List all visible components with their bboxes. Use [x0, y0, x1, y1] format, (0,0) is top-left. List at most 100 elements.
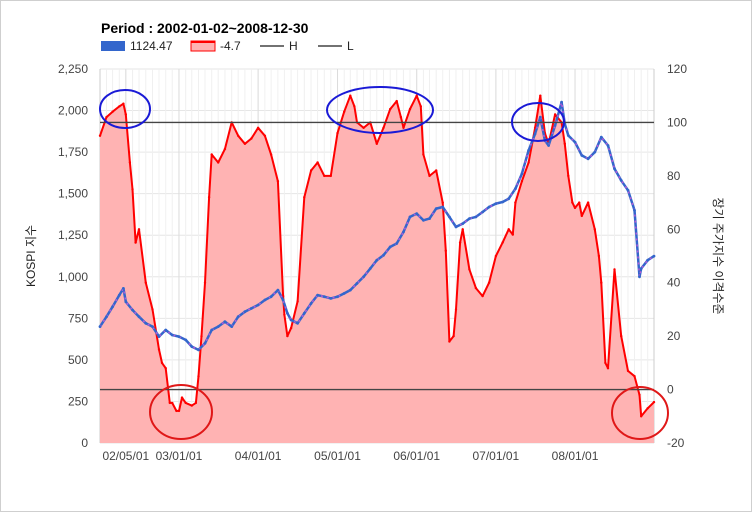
data-point-deviation — [289, 326, 293, 330]
y2-tick-label: 20 — [667, 329, 681, 343]
data-point-kospi — [580, 154, 584, 157]
data-point-kospi — [184, 338, 188, 342]
y-tick-label: 0 — [81, 436, 88, 450]
data-point-kospi — [646, 258, 650, 262]
highlight-ellipses — [99, 86, 669, 440]
y2-tick-label: 60 — [667, 222, 681, 236]
data-point-deviation — [303, 196, 306, 199]
data-point-deviation — [223, 147, 227, 151]
data-point-kospi — [402, 230, 405, 234]
data-point-kospi — [652, 254, 656, 258]
data-point-deviation — [428, 174, 431, 178]
data-point-kospi — [388, 245, 392, 249]
data-point-deviation — [604, 361, 607, 365]
data-point-deviation — [200, 334, 203, 338]
data-point-deviation — [419, 105, 422, 108]
data-point-deviation — [444, 249, 447, 252]
data-point-kospi — [177, 335, 181, 338]
y-axis-label: KOSPI 지수 — [24, 225, 38, 287]
data-point-deviation — [422, 153, 425, 156]
data-point-kospi — [230, 325, 234, 328]
data-point-kospi — [586, 157, 590, 161]
data-point-kospi — [131, 308, 134, 312]
y-tick-label: 1,250 — [58, 228, 88, 242]
x-tick-label: 02/05/01 — [102, 449, 149, 463]
data-point-deviation — [501, 241, 504, 244]
data-point-deviation — [184, 401, 187, 405]
data-point-kospi — [223, 320, 227, 324]
data-point-kospi — [461, 222, 465, 226]
data-point-kospi — [197, 348, 200, 352]
legend-swatch-kospi — [101, 41, 125, 51]
data-point-deviation — [256, 126, 260, 129]
data-point-kospi — [336, 295, 339, 299]
data-point-kospi — [633, 208, 636, 212]
data-point-kospi — [468, 217, 471, 221]
data-point-deviation — [481, 294, 484, 298]
data-point-deviation — [105, 115, 108, 119]
data-point-kospi — [593, 150, 597, 154]
data-point-deviation — [203, 281, 207, 284]
data-point-kospi — [170, 333, 174, 337]
x-tick-label: 08/01/01 — [552, 449, 599, 463]
data-point-kospi — [613, 167, 616, 171]
data-point-deviation — [586, 201, 590, 204]
data-point-kospi — [250, 307, 253, 310]
data-point-deviation — [131, 188, 134, 191]
data-point-deviation — [210, 153, 213, 156]
data-point-deviation — [362, 126, 365, 129]
y-tick-label: 1,500 — [58, 187, 88, 201]
data-point-kospi — [619, 179, 623, 182]
data-point-deviation — [343, 110, 346, 113]
y2-tick-label: 80 — [667, 169, 681, 183]
chart-title: Period : 2002-01-02~2008-12-30 — [101, 20, 309, 36]
series-line-kospi — [98, 100, 655, 352]
data-point-kospi — [117, 293, 121, 297]
data-point-deviation — [217, 161, 220, 164]
data-point-deviation — [177, 409, 181, 413]
data-point-kospi — [408, 215, 412, 219]
data-point-deviation — [494, 254, 498, 258]
data-point-deviation — [553, 113, 557, 116]
data-point-deviation — [323, 174, 326, 178]
data-point-deviation — [276, 180, 280, 183]
data-point-kospi — [203, 341, 207, 345]
data-point-deviation — [571, 201, 574, 204]
highlight-ellipse-3 — [511, 102, 565, 142]
data-point-kospi — [626, 188, 630, 192]
data-point-deviation — [474, 286, 478, 290]
data-point-deviation — [408, 107, 412, 111]
data-point-deviation — [638, 393, 641, 397]
data-point-deviation — [567, 174, 570, 178]
reference-lines — [100, 121, 654, 391]
data-point-deviation — [468, 268, 471, 271]
data-point-kospi — [573, 140, 577, 144]
data-point-kospi — [309, 302, 313, 305]
data-point-deviation — [124, 113, 128, 116]
data-point-kospi — [362, 275, 365, 279]
data-point-deviation — [157, 348, 161, 351]
legend-label: H — [289, 39, 298, 53]
data-point-kospi — [316, 293, 319, 297]
highlight-ellipse-1 — [99, 89, 151, 129]
data-point-deviation — [134, 241, 137, 244]
data-point-kospi — [144, 321, 148, 325]
data-point-kospi — [296, 321, 299, 325]
data-point-deviation — [507, 228, 510, 231]
data-point-kospi — [599, 135, 603, 139]
data-point-kospi — [527, 149, 530, 152]
data-point-deviation — [164, 367, 167, 370]
y-tick-label: 2,250 — [58, 62, 88, 76]
data-point-deviation — [353, 105, 356, 108]
data-point-kospi — [256, 303, 260, 307]
data-point-kospi — [481, 210, 484, 214]
data-point-deviation — [458, 241, 462, 244]
data-point-deviation — [171, 401, 174, 405]
data-point-deviation — [237, 134, 240, 137]
y2-tick-label: 100 — [667, 115, 687, 129]
y2-tick-label: -20 — [667, 436, 685, 450]
data-point-deviation — [620, 334, 623, 338]
data-point-kospi — [355, 282, 359, 285]
